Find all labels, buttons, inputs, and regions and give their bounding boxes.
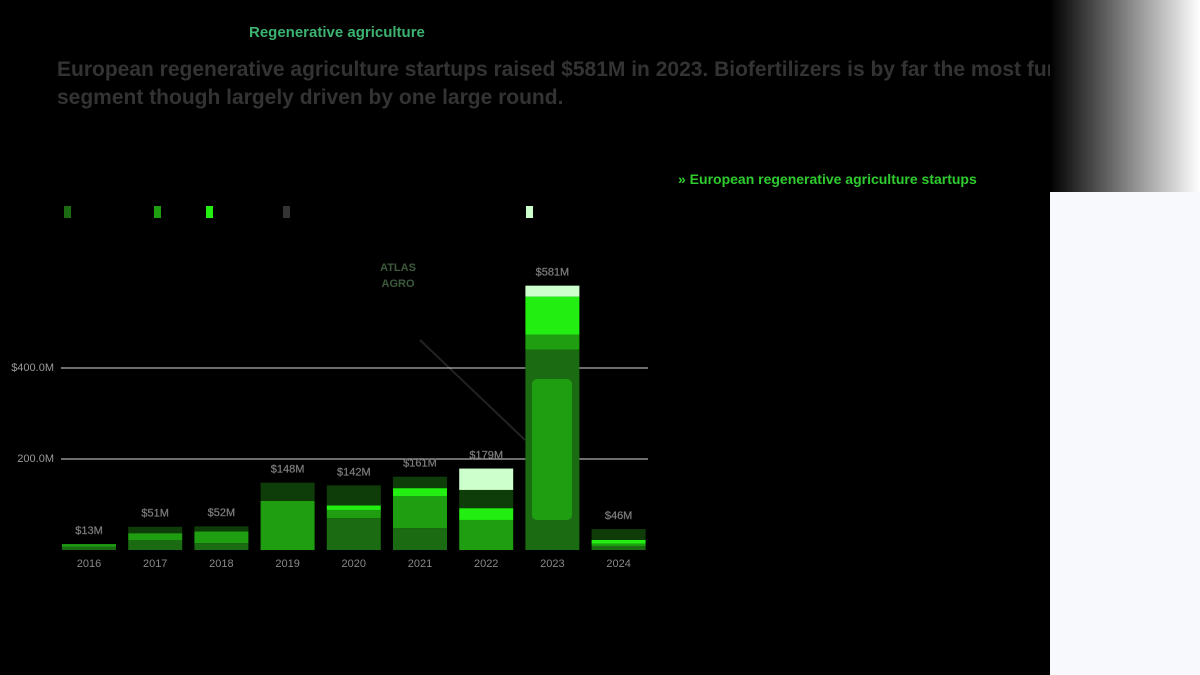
bar-segment (194, 543, 249, 550)
side-panel (1050, 192, 1200, 675)
chart: 200.0M $400.0M 2016 $13M 2017 $51M 2018 $52M 201… (11, 206, 648, 570)
total-label: $581M (536, 267, 570, 279)
x-tick-label: 2020 (342, 558, 366, 570)
kicker: Regenerative agriculture (249, 24, 425, 41)
bar-segment (260, 500, 315, 550)
bar-segment (525, 334, 580, 350)
bar-segment (128, 539, 183, 550)
bar-segment (62, 544, 116, 547)
bar-segment (194, 526, 249, 532)
link[interactable]: » European regenerative agriculture star… (678, 171, 977, 187)
legend-swatch (154, 206, 161, 218)
x-tick-label: 2023 (540, 558, 564, 570)
bar-segment (459, 508, 514, 520)
y-tick-label: $400.0M (11, 362, 54, 374)
bar-segment (591, 539, 646, 544)
bar-segment (393, 496, 447, 529)
annotation-line (419, 339, 526, 441)
bar-segment (459, 519, 514, 550)
total-label: $148M (271, 464, 305, 476)
bar-segment (393, 476, 447, 489)
bar-segment (393, 528, 447, 550)
legend-swatch (64, 206, 71, 218)
total-label: $142M (337, 466, 371, 478)
gradient-panel (1050, 0, 1200, 192)
legend-swatch (283, 206, 290, 218)
bar-segment (326, 518, 381, 550)
bar-segment (393, 488, 447, 497)
total-label: $52M (208, 507, 236, 519)
bar-segment (260, 482, 315, 501)
bar-segment (326, 509, 381, 519)
bar-segment (128, 526, 183, 534)
bar-segment (326, 505, 381, 510)
bar-segment (459, 468, 514, 490)
bar-segment (591, 543, 646, 547)
x-tick-label: 2022 (474, 558, 498, 570)
subtitle: European regenerative agriculture startu… (57, 58, 1097, 109)
x-tick-label: 2016 (77, 558, 101, 570)
highlight-round (532, 379, 572, 520)
bar-segment (591, 546, 646, 550)
bar-segment (62, 546, 116, 550)
total-label: $13M (75, 525, 103, 537)
total-label: $161M (403, 458, 437, 470)
x-tick-label: 2019 (275, 558, 299, 570)
y-tick-label: 200.0M (17, 453, 54, 465)
x-tick-label: 2017 (143, 558, 167, 570)
x-tick-label: 2018 (209, 558, 233, 570)
bar-segment (128, 533, 183, 540)
legend-swatch (206, 206, 213, 218)
total-label: $51M (141, 508, 169, 520)
bar-segment (194, 531, 249, 544)
x-tick-label: 2021 (408, 558, 432, 570)
bar-segment (591, 529, 646, 540)
total-label: $179M (469, 449, 503, 461)
legend-swatch (526, 206, 533, 218)
annotation-logo: ATLAS (380, 262, 416, 274)
bar-segment (525, 285, 580, 297)
annotation-logo: AGRO (382, 278, 415, 290)
bar-segment (459, 489, 514, 509)
total-label: $46M (605, 510, 633, 522)
bar-segment (525, 296, 580, 335)
bar-segment (326, 485, 381, 506)
x-tick-label: 2024 (606, 558, 630, 570)
